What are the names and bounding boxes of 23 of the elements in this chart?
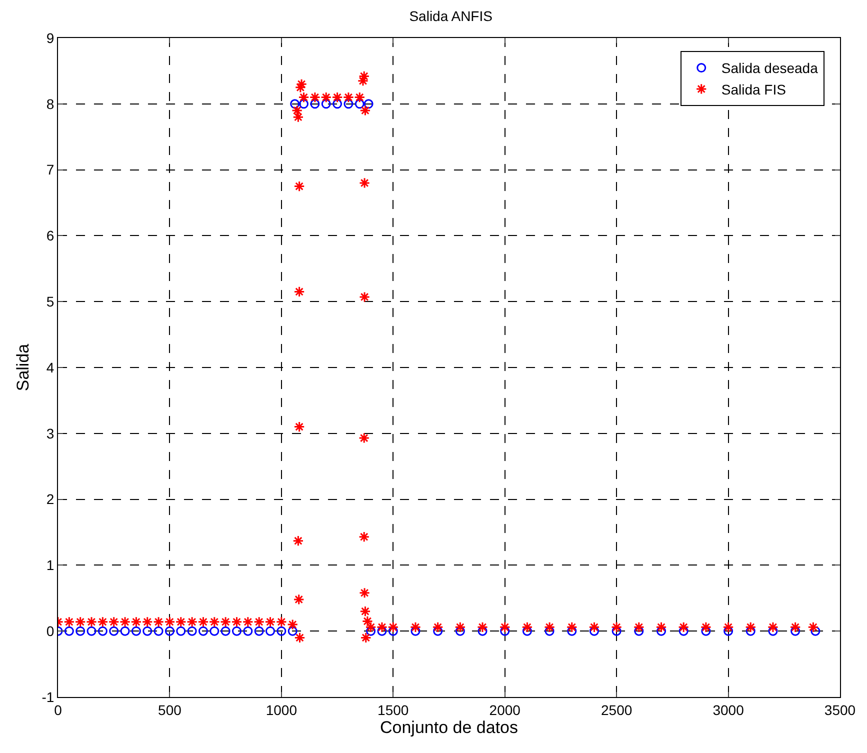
x-tick-label: 500 [158, 702, 182, 718]
y-tick-label: 1 [46, 557, 54, 574]
legend-label: Salida FIS [721, 81, 786, 98]
x-tick-label: 1000 [266, 702, 298, 718]
y-tick-label: -1 [42, 688, 54, 705]
y-tick-label: 6 [46, 228, 54, 244]
x-axis-title: Conjunto de datos [380, 718, 518, 738]
x-tick-label: 2500 [600, 702, 632, 718]
y-tick-label: 9 [46, 30, 54, 46]
y-tick-label: 8 [46, 96, 54, 112]
y-tick-label: 3 [46, 425, 54, 442]
chart-title: Salida ANFIS [409, 8, 492, 24]
x-tick-label: 1500 [378, 702, 409, 718]
x-tick-label: 2000 [489, 702, 521, 718]
y-tick-label: 7 [46, 162, 54, 178]
y-tick-label: 2 [46, 491, 54, 508]
y-tick-label: 5 [46, 294, 54, 310]
x-tick-label: 3000 [712, 702, 744, 718]
y-tick-label: 0 [46, 623, 54, 639]
y-tick-label: 4 [46, 359, 54, 376]
x-tick-label: 3500 [824, 702, 856, 718]
legend-label: Salida deseada [721, 60, 818, 76]
y-axis-title: Salida [13, 343, 32, 392]
